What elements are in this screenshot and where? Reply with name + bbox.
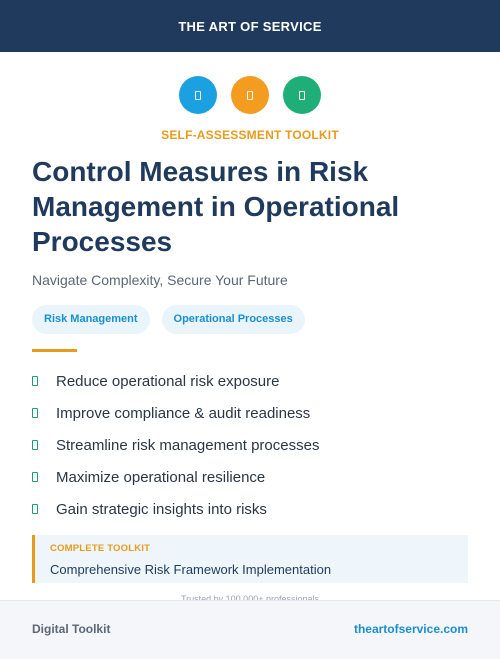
footer-label: Digital Toolkit [32, 622, 111, 636]
toolkit-label: COMPLETE TOOLKIT [50, 543, 151, 554]
check-icon [32, 472, 38, 482]
trusted-note: Trusted by 100,000+ professionals [180, 594, 319, 600]
footer: Digital Toolkit theartofservice.com [0, 600, 500, 659]
document-icon [231, 76, 269, 114]
benefit-item: Reduce operational risk exposure [32, 365, 319, 397]
icon-row [0, 76, 500, 114]
document-icon [283, 76, 321, 114]
toolkit-description: Comprehensive Risk Framework Implementat… [50, 562, 332, 577]
top-banner: THE ART OF SERVICE [0, 0, 500, 52]
check-icon [32, 408, 38, 418]
benefit-list: Reduce operational risk exposure Improve… [32, 365, 319, 525]
toolkit-callout: COMPLETE TOOLKIT Comprehensive Risk Fram… [32, 535, 468, 583]
benefit-item: Gain strategic insights into risks [32, 493, 319, 525]
page-title: Control Measures in Risk Management in O… [32, 156, 400, 257]
tag-risk-management: Risk Management [32, 305, 150, 334]
benefit-text: Maximize operational resilience [56, 468, 266, 486]
tag-list: Risk Management Operational Processes [32, 305, 305, 334]
brand-name: THE ART OF SERVICE [178, 18, 322, 34]
subtitle: Navigate Complexity, Secure Your Future [32, 272, 288, 288]
tag-operational-processes: Operational Processes [161, 305, 305, 334]
benefit-item: Improve compliance & audit readiness [32, 397, 319, 429]
check-icon [32, 376, 38, 386]
benefit-item: Maximize operational resilience [32, 461, 319, 493]
eyebrow-label: SELF-ASSESSMENT TOOLKIT [161, 128, 339, 142]
benefit-text: Streamline risk management processes [56, 436, 320, 454]
check-icon [32, 504, 38, 514]
check-icon [32, 440, 38, 450]
benefit-text: Improve compliance & audit readiness [56, 404, 311, 422]
benefit-item: Streamline risk management processes [32, 429, 319, 461]
benefit-text: Gain strategic insights into risks [56, 500, 267, 518]
website-link[interactable]: theartofservice.com [353, 622, 468, 636]
document-icon [179, 76, 217, 114]
benefit-text: Reduce operational risk exposure [56, 372, 280, 390]
accent-divider [32, 349, 77, 352]
